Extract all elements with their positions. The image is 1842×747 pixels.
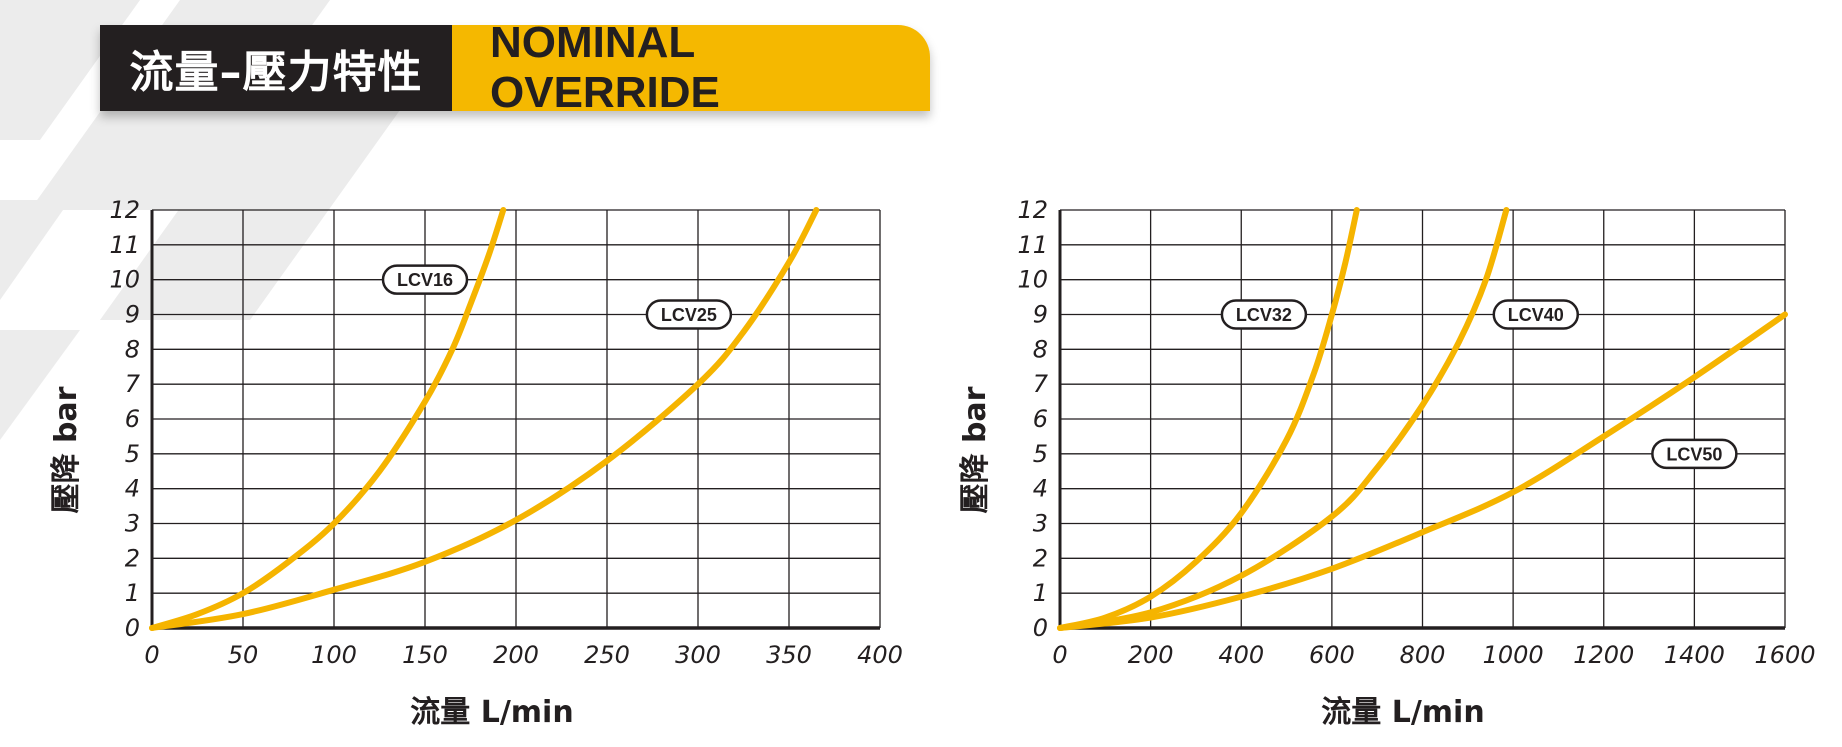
y-tick-label: 2 <box>125 544 140 572</box>
x-tick-label: 0 <box>1052 641 1067 669</box>
series-label-box <box>1651 438 1738 470</box>
series-label-lcv25: LCV25 <box>645 299 733 330</box>
y-tick-label: 12 <box>1017 196 1048 224</box>
y-tick-label: 0 <box>1033 614 1048 642</box>
y-tick-label: 5 <box>125 440 140 468</box>
y-tick-label: 9 <box>1033 301 1048 329</box>
series-label-text: LCV40 <box>1508 305 1564 325</box>
chart2: 0 200 400 600 800 1000 1200 1400 160001234567891… <box>1017 196 1815 669</box>
x-tick-label: 50 <box>228 641 259 669</box>
y-tick-label: 1 <box>1033 579 1048 607</box>
x-tick-label: 200 <box>1128 641 1174 669</box>
x-tick-label: 100 <box>311 641 357 669</box>
y-tick-label: 10 <box>109 266 140 294</box>
x-tick-label: 0 <box>144 641 159 669</box>
chart-header-banner: 流量–壓力特性 NOMINAL OVERRIDE <box>100 25 930 111</box>
series-label-box <box>645 299 733 330</box>
y-tick-label: 4 <box>125 475 140 503</box>
chart1: 0 50 100 150 200 250 300 350 4000123456789101112… <box>109 196 902 669</box>
y-tick-label: 3 <box>1033 510 1048 538</box>
x-tick-label: 250 <box>584 641 630 669</box>
series-label-box <box>381 264 469 295</box>
y-tick-label: 12 <box>109 196 140 224</box>
chart1-x-axis-label: 流量 L/min <box>410 695 573 730</box>
header-title-chinese: 流量–壓力特性 <box>100 25 452 111</box>
series-label-text: LCV16 <box>397 270 453 290</box>
y-tick-label: 11 <box>1017 231 1048 259</box>
x-tick-label: 150 <box>402 641 448 669</box>
y-tick-label: 10 <box>1017 266 1048 294</box>
x-tick-label: 600 <box>1309 641 1355 669</box>
y-tick-label: 5 <box>1033 440 1048 468</box>
x-tick-label: 400 <box>857 641 903 669</box>
chart2-y-axis-label: 壓降 bar <box>958 386 993 513</box>
series-label-lcv32: LCV32 <box>1220 299 1308 330</box>
series-line-lcv40 <box>1057 207 1510 631</box>
y-tick-label: 8 <box>125 335 140 363</box>
series-line-lcv25 <box>149 207 820 631</box>
y-tick-label: 3 <box>125 510 140 538</box>
x-tick-label: 1400 <box>1664 641 1725 669</box>
x-tick-label: 400 <box>1218 641 1264 669</box>
x-tick-label: 800 <box>1400 641 1446 669</box>
y-tick-label: 11 <box>109 231 140 259</box>
y-tick-label: 7 <box>125 370 141 398</box>
x-tick-label: 350 <box>766 641 812 669</box>
series-label-box <box>1220 299 1308 330</box>
y-tick-label: 6 <box>1033 405 1048 433</box>
series-label-text: LCV32 <box>1236 305 1292 325</box>
series-label-lcv50: LCV50 <box>1651 438 1738 470</box>
series-label-box <box>1492 299 1580 330</box>
y-tick-label: 4 <box>1033 475 1048 503</box>
x-tick-label: 1600 <box>1754 641 1815 669</box>
y-tick-label: 7 <box>1033 370 1049 398</box>
x-tick-label: 1000 <box>1483 641 1544 669</box>
series-label-text: LCV50 <box>1666 444 1722 464</box>
y-tick-label: 0 <box>125 614 140 642</box>
series-line-lcv32 <box>1057 207 1360 631</box>
series-label-text: LCV25 <box>661 305 717 325</box>
x-tick-label: 1200 <box>1573 641 1634 669</box>
y-tick-label: 8 <box>1033 335 1048 363</box>
y-tick-label: 2 <box>1033 544 1048 572</box>
header-title-english: NOMINAL OVERRIDE <box>452 25 930 111</box>
y-tick-label: 9 <box>125 301 140 329</box>
x-tick-label: 200 <box>493 641 539 669</box>
y-tick-label: 6 <box>125 405 140 433</box>
series-line-lcv50 <box>1057 311 1788 631</box>
series-line-lcv16 <box>149 207 507 631</box>
y-tick-label: 1 <box>125 579 140 607</box>
x-tick-label: 300 <box>675 641 721 669</box>
chart1-y-axis-label: 壓降 bar <box>49 386 84 513</box>
chart2-x-axis-label: 流量 L/min <box>1321 695 1484 730</box>
series-label-lcv16: LCV16 <box>381 264 469 295</box>
series-label-lcv40: LCV40 <box>1492 299 1580 330</box>
